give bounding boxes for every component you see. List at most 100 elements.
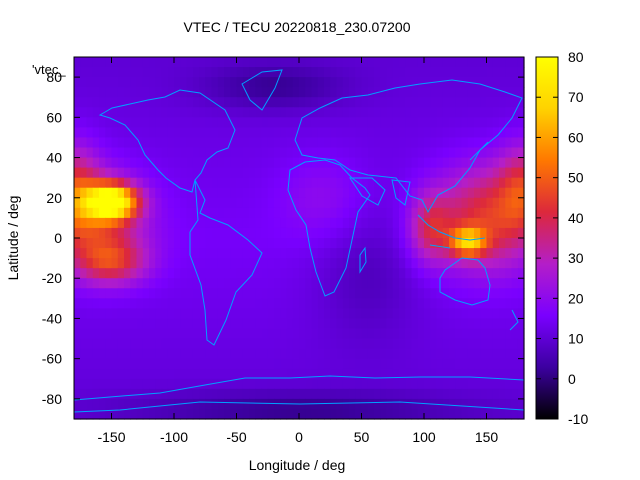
heatmap-cell (499, 268, 506, 279)
heatmap-cell (392, 398, 400, 410)
heatmap-cell (436, 248, 444, 259)
heatmap-cell (436, 177, 444, 189)
heatmap-cell (380, 398, 388, 410)
heatmap-cell (392, 57, 400, 68)
heatmap-cell (167, 268, 175, 279)
heatmap-cell (386, 177, 394, 189)
heatmap-cell (86, 107, 94, 118)
heatmap-cell (249, 258, 256, 269)
heatmap-cell (517, 147, 525, 159)
heatmap-cell (374, 238, 381, 249)
heatmap-cell (436, 378, 444, 390)
colorbar (535, 56, 559, 420)
heatmap-cell (349, 388, 356, 400)
heatmap-cell (424, 97, 431, 108)
heatmap-cell (367, 288, 375, 299)
heatmap-cell (311, 408, 319, 420)
heatmap-cell (130, 278, 138, 289)
heatmap-cell (167, 117, 175, 128)
heatmap-cell (161, 117, 169, 128)
heatmap-cell (167, 378, 175, 390)
heatmap-cell (130, 368, 138, 380)
heatmap-cell (142, 137, 150, 149)
heatmap-cell (155, 388, 163, 400)
heatmap-cell (267, 368, 275, 380)
heatmap-cell (436, 87, 444, 98)
heatmap-cell (267, 167, 275, 179)
heatmap-cell (217, 107, 225, 118)
heatmap-cell (442, 57, 450, 68)
heatmap-cell (280, 388, 288, 400)
heatmap-cell (367, 97, 375, 108)
heatmap-cell (286, 388, 294, 400)
heatmap-cell (480, 147, 488, 159)
heatmap-cell (224, 248, 231, 259)
heatmap-cell (311, 308, 319, 320)
heatmap-cell (286, 187, 294, 199)
heatmap-cell (499, 87, 506, 98)
heatmap-cell (199, 97, 206, 108)
heatmap-cell (492, 127, 500, 139)
heatmap-cell (274, 207, 281, 219)
heatmap-cell (149, 258, 156, 269)
heatmap-cell (255, 127, 263, 139)
heatmap-cell (455, 177, 463, 189)
heatmap-cell (305, 388, 313, 400)
heatmap-cell (124, 87, 131, 98)
heatmap-cell (199, 77, 206, 88)
heatmap-cell (161, 177, 169, 189)
heatmap-cell (442, 328, 450, 340)
heatmap-cell (286, 127, 294, 139)
heatmap-cell (349, 348, 356, 360)
heatmap-cell (436, 77, 444, 88)
heatmap-cell (236, 157, 244, 169)
heatmap-cell (136, 258, 144, 269)
heatmap-cell (436, 167, 444, 179)
heatmap-cell (399, 388, 406, 400)
heatmap-cell (117, 338, 125, 350)
heatmap-cell (80, 177, 88, 189)
heatmap-cell (280, 318, 288, 330)
heatmap-cell (317, 388, 325, 400)
heatmap-cell (467, 147, 475, 159)
heatmap-cell (186, 57, 194, 68)
heatmap-cell (111, 157, 119, 169)
heatmap-cell (442, 87, 450, 98)
heatmap-cell (292, 207, 300, 219)
heatmap-cell (261, 368, 269, 380)
heatmap-cell (461, 278, 469, 289)
heatmap-cell (405, 398, 413, 410)
heatmap-cell (411, 388, 419, 400)
heatmap-cell (111, 298, 119, 309)
heatmap-cell (86, 197, 94, 209)
heatmap-cell (167, 227, 175, 239)
heatmap-cell (255, 187, 263, 199)
heatmap-cell (492, 368, 500, 380)
heatmap-cell (236, 87, 244, 98)
heatmap-cell (467, 288, 475, 299)
heatmap-cell (517, 187, 525, 199)
heatmap-cell (430, 268, 438, 279)
heatmap-cell (449, 378, 456, 390)
heatmap-cell (117, 358, 125, 370)
heatmap-cell (261, 288, 269, 299)
heatmap-cell (511, 147, 519, 159)
heatmap-cell (174, 197, 181, 209)
heatmap-cell (74, 77, 81, 88)
heatmap-cell (517, 328, 525, 340)
heatmap-cell (74, 137, 81, 149)
heatmap-cell (249, 248, 256, 259)
heatmap-cell (517, 117, 525, 128)
heatmap-cell (136, 368, 144, 380)
heatmap-cell (280, 248, 288, 259)
heatmap-cell (280, 197, 288, 209)
heatmap-cell (492, 167, 500, 179)
heatmap-cell (192, 77, 200, 88)
heatmap-cell (405, 348, 413, 360)
heatmap-cell (386, 348, 394, 360)
heatmap-cell (255, 278, 263, 289)
heatmap-cell (80, 217, 88, 229)
heatmap-cell (380, 318, 388, 330)
heatmap-cell (486, 157, 494, 169)
heatmap-cell (92, 278, 100, 289)
